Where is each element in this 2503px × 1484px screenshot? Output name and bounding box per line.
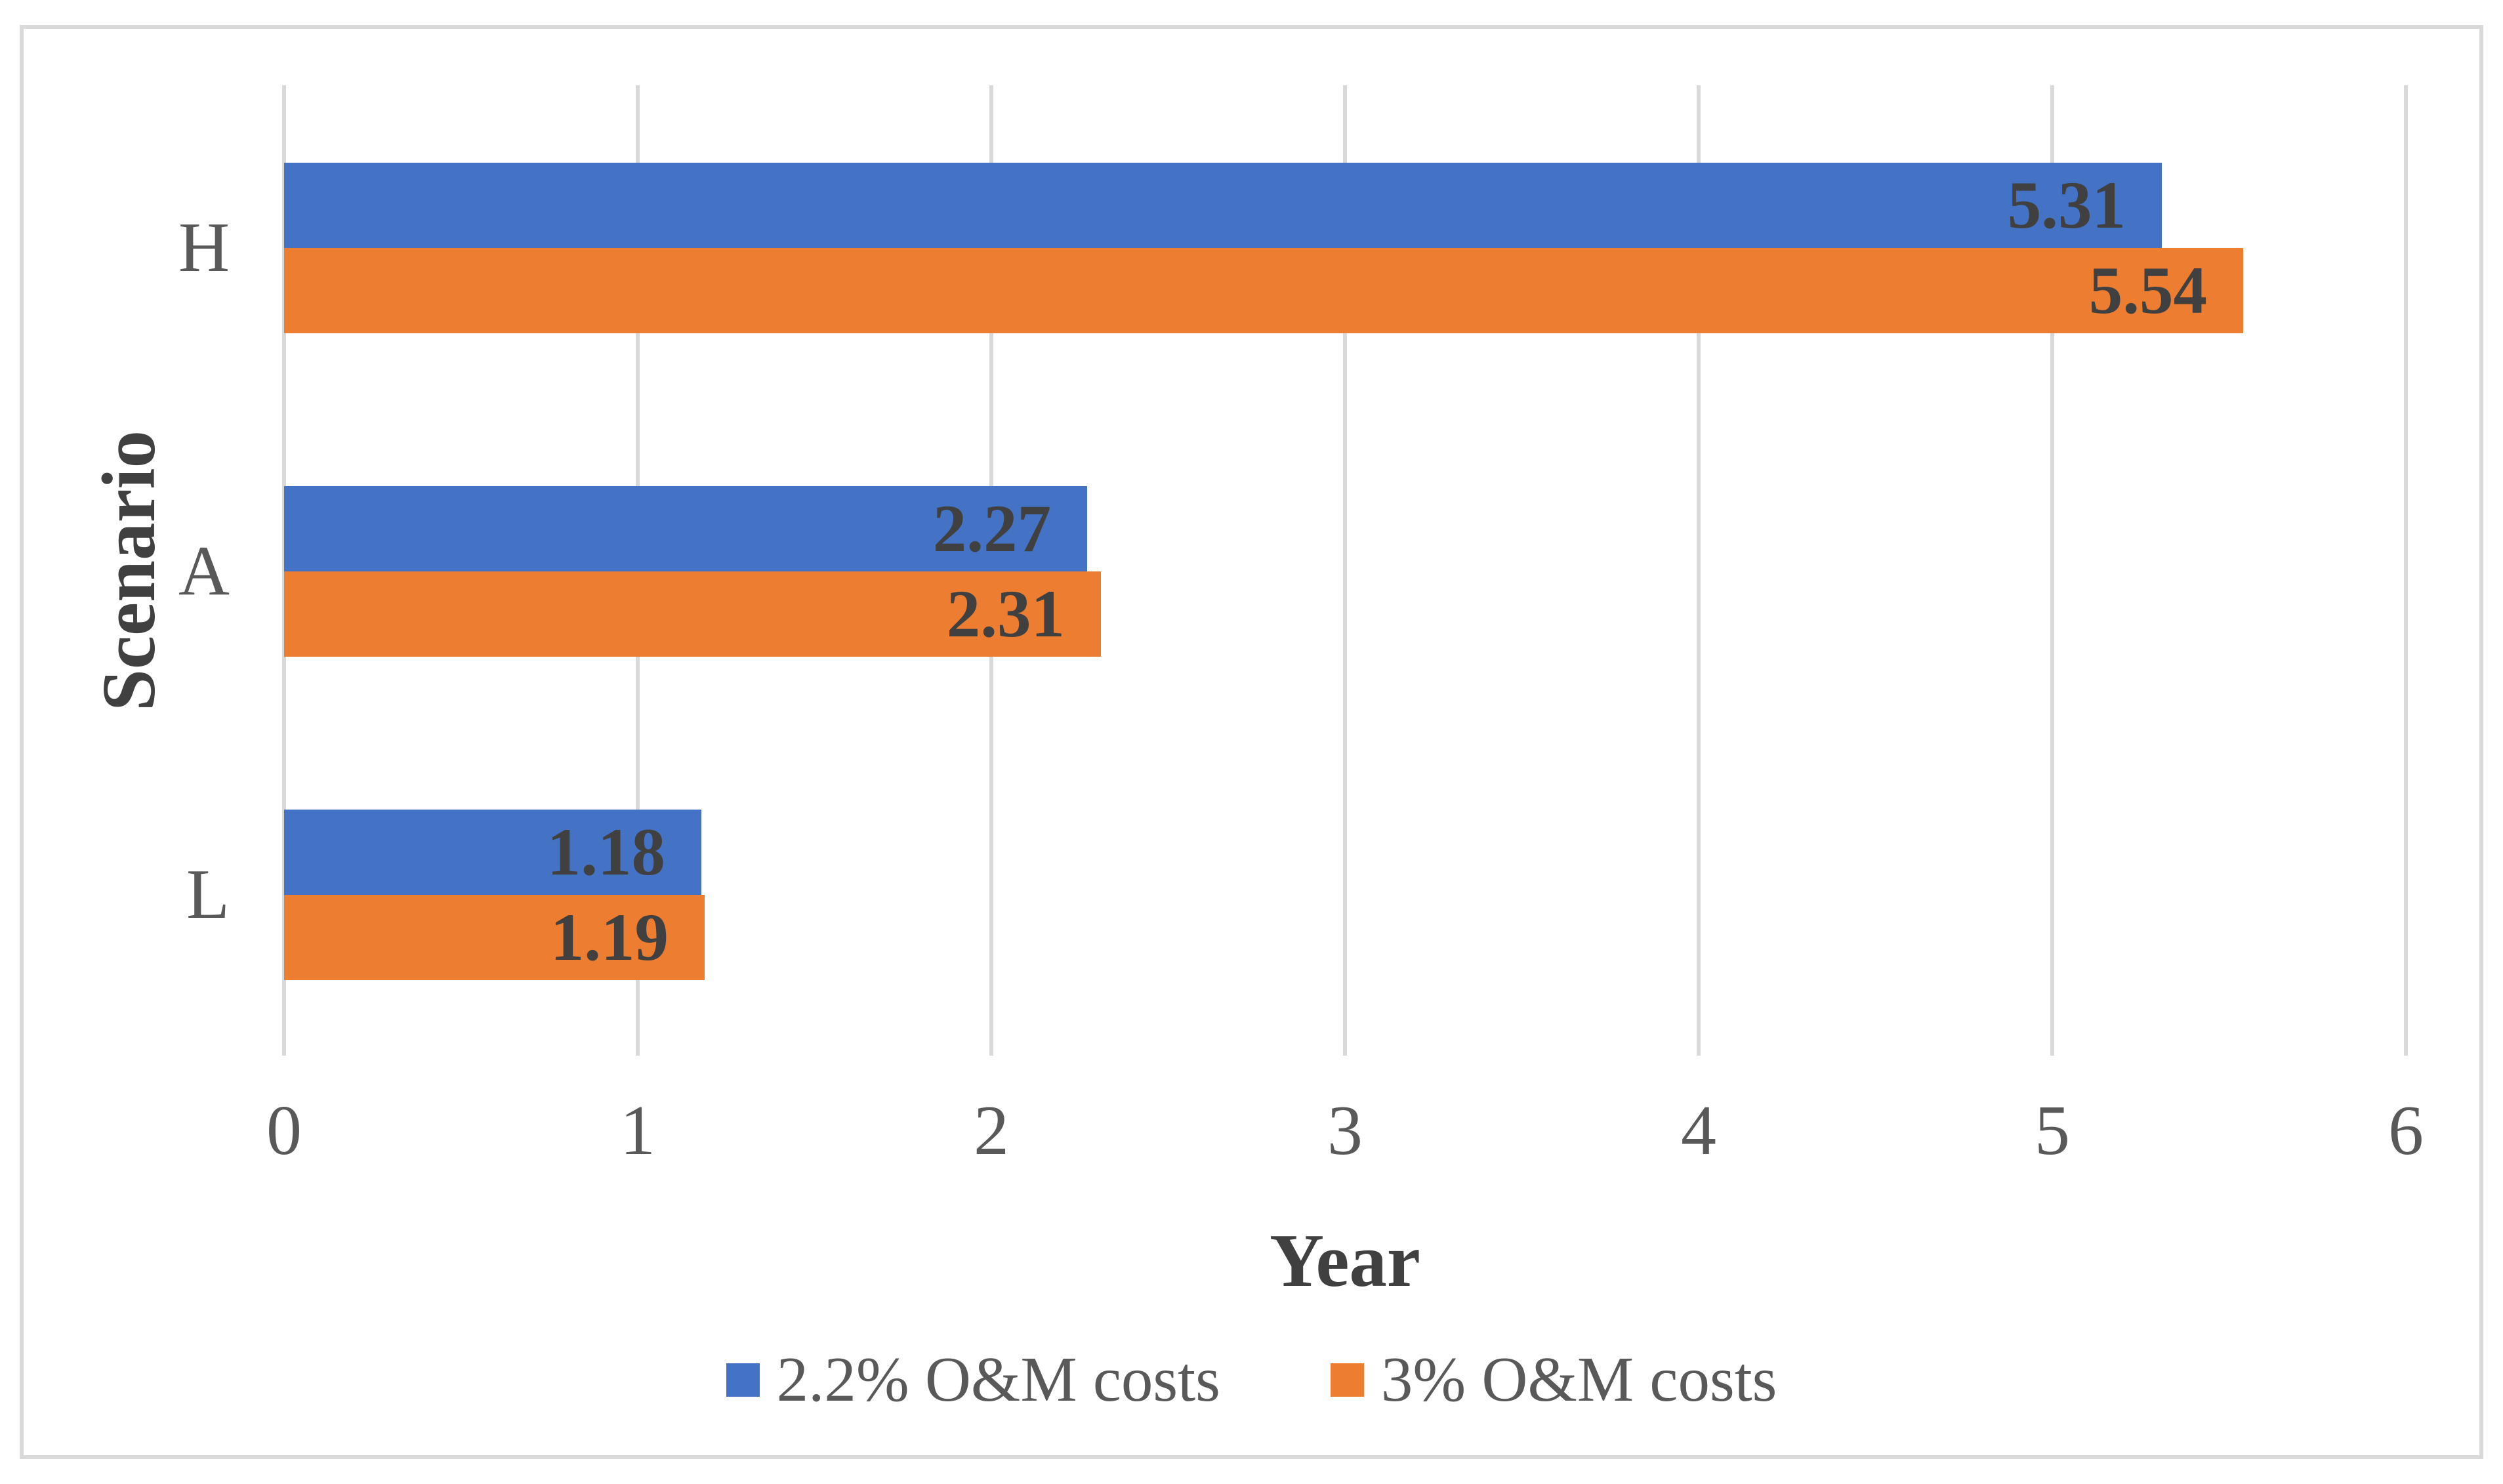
- legend-item-2: 3% O&M costs: [1330, 1344, 1777, 1416]
- data-label: 1.19: [550, 900, 669, 975]
- x-tick-5: 5: [2035, 1092, 2070, 1170]
- bar-H-series-2: 5.54: [284, 248, 2243, 333]
- legend-label: 3% O&M costs: [1380, 1344, 1777, 1414]
- gridline-x-5: [2050, 85, 2054, 1056]
- bar-A-series-1: 2.27: [284, 486, 1087, 571]
- x-tick-6: 6: [2388, 1092, 2424, 1170]
- bar-L-series-1: 1.18: [284, 810, 701, 895]
- gridline-x-3: [1343, 85, 1347, 1056]
- category-label-L: L: [186, 855, 230, 934]
- bar-H-series-1: 5.31: [284, 163, 2162, 248]
- x-tick-4: 4: [1681, 1092, 1716, 1170]
- legend-item-1: 2.2% O&M costs: [726, 1344, 1220, 1416]
- data-label: 2.31: [946, 577, 1065, 651]
- bar-L-series-2: 1.19: [284, 895, 705, 980]
- data-label: 5.31: [2007, 168, 2126, 243]
- x-tick-1: 1: [620, 1092, 655, 1170]
- data-label: 1.18: [547, 815, 665, 890]
- legend: 2.2% O&M costs 3% O&M costs: [0, 1344, 2503, 1416]
- x-tick-2: 2: [974, 1092, 1009, 1170]
- gridline-x-4: [1697, 85, 1701, 1056]
- data-label: 5.54: [2088, 253, 2207, 328]
- category-label-A: A: [178, 532, 230, 610]
- category-label-H: H: [178, 209, 230, 287]
- legend-swatch-icon: [1330, 1363, 1364, 1397]
- legend-swatch-icon: [726, 1363, 760, 1397]
- x-axis-title: Year: [1270, 1219, 1420, 1302]
- bar-A-series-2: 2.31: [284, 571, 1101, 657]
- data-label: 2.27: [932, 491, 1051, 566]
- x-tick-3: 3: [1327, 1092, 1363, 1170]
- x-tick-0: 0: [266, 1092, 302, 1170]
- gridline-x-6: [2404, 85, 2408, 1056]
- legend-label: 2.2% O&M costs: [776, 1344, 1220, 1414]
